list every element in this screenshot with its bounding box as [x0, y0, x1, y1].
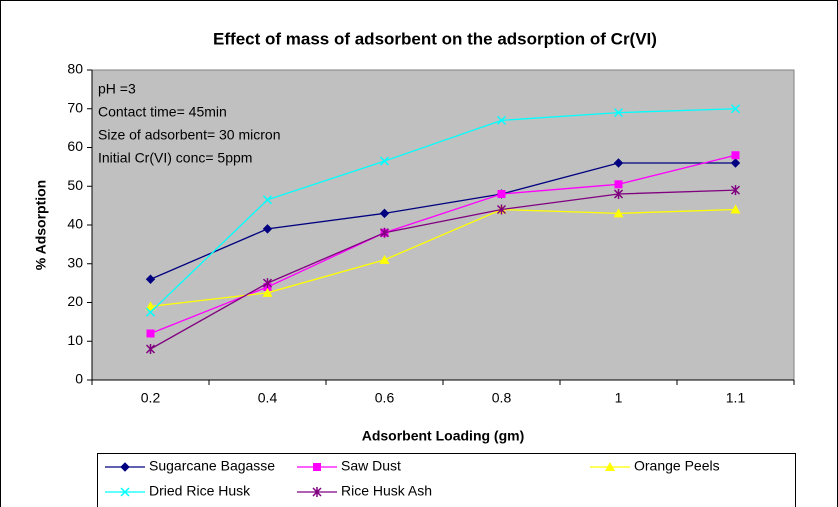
marker: [145, 274, 156, 284]
marker: [730, 185, 741, 196]
legend-label: Rice Husk Ash: [341, 483, 432, 499]
marker: [120, 462, 130, 472]
marker: [145, 344, 156, 354]
y-tick-label: 20: [67, 293, 83, 309]
marker: [613, 108, 624, 118]
marker: [613, 208, 624, 218]
y-axis-label: % Adsorption: [33, 180, 49, 270]
marker: [262, 224, 273, 234]
marker: [613, 189, 624, 199]
marker: [262, 287, 273, 297]
y-tick-label: 60: [67, 138, 83, 154]
series-line: [150, 162, 736, 280]
y-tick-label: 0: [75, 371, 83, 387]
x-tick-label: 1.1: [726, 390, 746, 406]
x-tick-label: 0.8: [492, 390, 512, 406]
marker: [313, 463, 321, 471]
annotation: Initial Cr(VI) conc= 5ppm: [98, 150, 252, 166]
y-tick-label: 10: [67, 332, 83, 348]
x-tick-label: 0.4: [258, 390, 278, 406]
marker: [496, 115, 507, 125]
legend-label: Orange Peels: [634, 458, 720, 474]
annotation: Contact time= 45min: [98, 104, 227, 120]
marker: [262, 195, 273, 205]
annotation: Size of adsorbent= 30 micron: [98, 127, 281, 143]
x-axis-label: Adsorbent Loading (gm): [362, 428, 525, 444]
marker: [145, 301, 156, 311]
marker: [496, 204, 507, 215]
marker: [730, 104, 741, 114]
x-tick-label: 0.2: [141, 390, 161, 406]
marker: [120, 487, 130, 497]
marker: [379, 156, 390, 166]
marker: [145, 307, 156, 317]
x-tick-label: 1: [615, 390, 623, 406]
y-tick-label: 30: [67, 254, 83, 270]
annotation: pH =3: [98, 81, 136, 97]
marker: [146, 329, 155, 338]
marker: [730, 204, 741, 214]
marker: [730, 158, 741, 168]
series-line: [150, 208, 736, 308]
legend-label: Saw Dust: [341, 458, 401, 474]
y-tick-label: 80: [67, 61, 83, 77]
legend-label: Dried Rice Husk: [149, 483, 251, 499]
marker: [262, 278, 273, 289]
y-tick-label: 70: [67, 99, 83, 115]
marker: [379, 208, 390, 219]
series-line: [150, 108, 736, 313]
series-line: [150, 189, 736, 350]
marker: [379, 254, 390, 264]
marker: [614, 180, 623, 189]
marker: [312, 487, 322, 497]
marker: [497, 190, 506, 198]
marker: [379, 227, 390, 238]
y-tick-label: 50: [67, 177, 83, 193]
marker: [605, 462, 615, 471]
x-tick-label: 0.6: [375, 390, 395, 406]
legend-label: Sugarcane Bagasse: [149, 458, 275, 474]
legend: [97, 453, 796, 507]
marker: [731, 151, 740, 160]
marker: [613, 158, 624, 168]
chart-title: Effect of mass of adsorbent on the adsor…: [213, 29, 657, 48]
plot-area: [91, 69, 795, 381]
y-tick-label: 40: [67, 216, 83, 232]
